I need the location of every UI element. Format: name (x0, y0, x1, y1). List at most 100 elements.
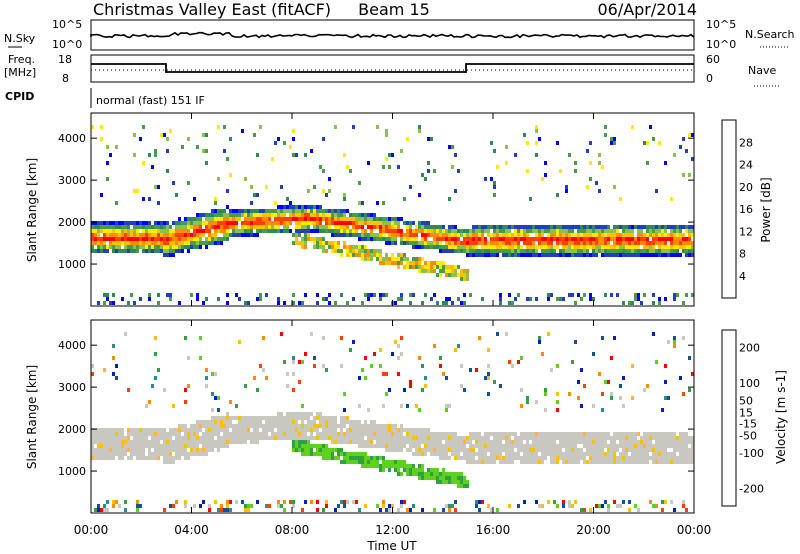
heatmap-cell (142, 444, 145, 448)
heatmap-cell (505, 440, 508, 444)
heatmap-cell (589, 460, 592, 464)
heatmap-cell (289, 209, 292, 213)
heatmap-cell (334, 225, 337, 229)
heatmap-cell (160, 249, 163, 253)
heatmap-cell (427, 241, 430, 245)
heatmap-cell (391, 460, 394, 464)
heatmap-cell (550, 448, 553, 452)
heatmap-cell (226, 189, 229, 193)
heatmap-cell (256, 229, 259, 233)
heatmap-cell (610, 237, 613, 241)
heatmap-cell (229, 424, 232, 428)
heatmap-cell (358, 237, 361, 241)
heatmap-cell (565, 460, 568, 464)
heatmap-cell (226, 221, 229, 225)
heatmap-cell (379, 237, 382, 241)
heatmap-cell (367, 424, 370, 428)
heatmap-cell (397, 356, 400, 360)
heatmap-cell (607, 456, 610, 460)
heatmap-cell (244, 436, 247, 440)
heatmap-cell (562, 504, 565, 508)
heatmap-cell (403, 444, 406, 448)
heatmap-cell (457, 344, 460, 348)
heatmap-cell (580, 456, 583, 460)
heatmap-cell (94, 432, 97, 436)
nave-tick-top: 60 (706, 53, 720, 66)
heatmap-cell (481, 436, 484, 440)
heatmap-cell (136, 241, 139, 245)
heatmap-cell (124, 237, 127, 241)
heatmap-cell (688, 460, 691, 464)
heatmap-cell (574, 452, 577, 456)
heatmap-cell (646, 452, 649, 456)
heatmap-cell (463, 229, 466, 233)
heatmap-cell (604, 432, 607, 436)
heatmap-cell (196, 444, 199, 448)
heatmap-cell (301, 205, 304, 209)
heatmap-cell (334, 221, 337, 225)
heatmap-cell (193, 432, 196, 436)
heatmap-cell (619, 241, 622, 245)
heatmap-cell (610, 460, 613, 464)
heatmap-cell (643, 245, 646, 249)
heatmap-cell (220, 217, 223, 221)
xtick-label: 20:00 (576, 523, 611, 537)
heatmap-cell (544, 440, 547, 444)
colorbar-tick-label: 100 (739, 377, 760, 390)
heatmap-cell (550, 253, 553, 257)
colorbar-tick-label: 8 (739, 248, 746, 261)
heatmap-cell (115, 245, 118, 249)
heatmap-cell (313, 416, 316, 420)
heatmap-cell (253, 420, 256, 424)
heatmap-cell (370, 460, 373, 464)
heatmap-cell (91, 436, 94, 440)
heatmap-cell (166, 456, 169, 460)
heatmap-cell (394, 237, 397, 241)
heatmap-cell (199, 420, 202, 424)
heatmap-cell (670, 229, 673, 233)
heatmap-cell (580, 225, 583, 229)
heatmap-cell (553, 444, 556, 448)
heatmap-cell (520, 448, 523, 452)
heatmap-cell (487, 253, 490, 257)
heatmap-cell (304, 213, 307, 217)
heatmap-cell (400, 253, 403, 257)
heatmap-cell (307, 428, 310, 432)
heatmap-cell (187, 432, 190, 436)
heatmap-cell (184, 221, 187, 225)
heatmap-cell (445, 241, 448, 245)
heatmap-cell (412, 440, 415, 444)
heatmap-cell (433, 241, 436, 245)
heatmap-cell (220, 440, 223, 444)
heatmap-cell (622, 460, 625, 464)
heatmap-cell (217, 508, 220, 512)
heatmap-cell (376, 249, 379, 253)
heatmap-cell (373, 460, 376, 464)
heatmap-cell (658, 460, 661, 464)
heatmap-cell (637, 460, 640, 464)
heatmap-cell (679, 241, 682, 245)
heatmap-cell (247, 229, 250, 233)
heatmap-cell (133, 225, 136, 229)
heatmap-cell (463, 277, 466, 281)
heatmap-cell (313, 452, 316, 456)
heatmap-cell (427, 169, 430, 173)
heatmap-cell (205, 440, 208, 444)
heatmap-cell (532, 229, 535, 233)
heatmap-cell (301, 420, 304, 424)
heatmap-cell (661, 229, 664, 233)
heatmap-cell (280, 412, 283, 416)
heatmap-cell (388, 233, 391, 237)
heatmap-cell (622, 376, 625, 380)
heatmap-cell (496, 249, 499, 253)
heatmap-cell (259, 436, 262, 440)
heatmap-cell (544, 388, 547, 392)
heatmap-cell (265, 221, 268, 225)
heatmap-cell (286, 428, 289, 432)
heatmap-cell (331, 428, 334, 432)
heatmap-cell (421, 225, 424, 229)
heatmap-cell (376, 233, 379, 237)
heatmap-cell (205, 133, 208, 137)
heatmap-cell (601, 448, 604, 452)
heatmap-cell (613, 456, 616, 460)
